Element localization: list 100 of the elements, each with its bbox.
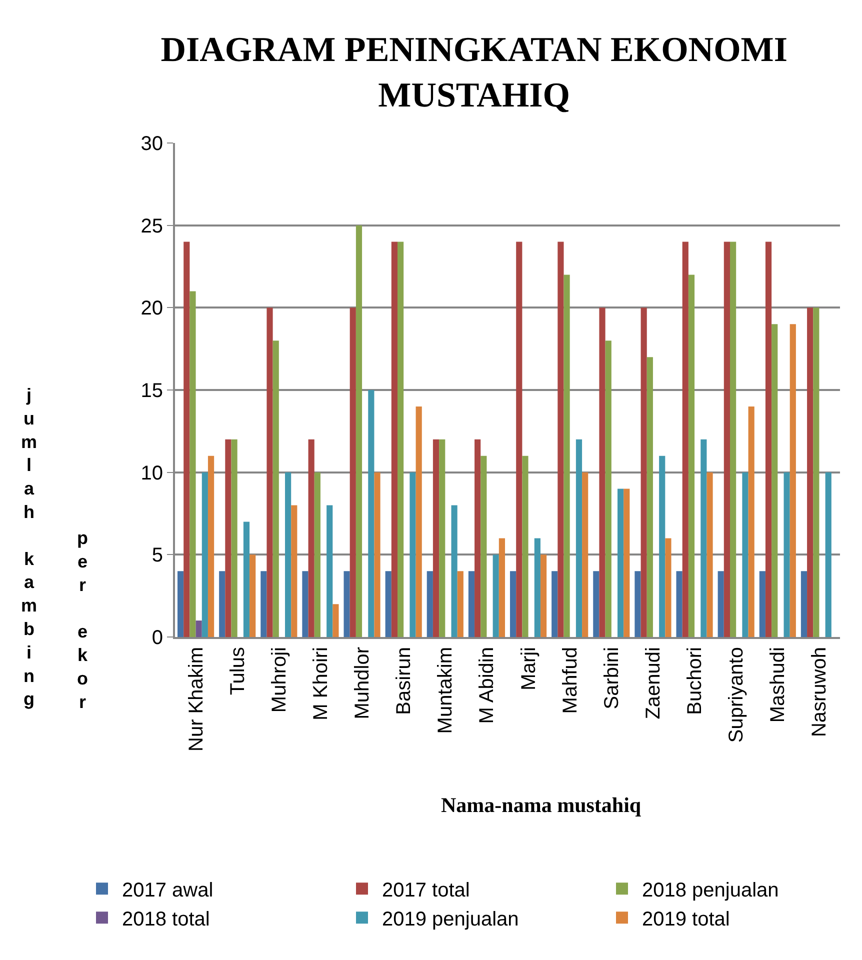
text: per ekor <box>77 528 88 712</box>
bar <box>534 538 540 637</box>
legend-label: 2018 penjualan <box>642 879 779 902</box>
bar <box>558 242 564 637</box>
bar <box>190 291 196 637</box>
bar <box>665 538 672 637</box>
bar <box>659 456 666 637</box>
bar <box>759 571 766 637</box>
bar <box>260 571 267 637</box>
bar <box>516 242 522 637</box>
bar <box>724 242 730 637</box>
x-tick-label: Supriyanto <box>726 647 748 743</box>
y-tick-label: 15 <box>140 380 163 402</box>
bar <box>618 488 624 637</box>
bar <box>243 522 250 637</box>
bar <box>416 406 422 637</box>
x-tick-label: Buchori <box>684 647 706 715</box>
bar <box>564 274 570 637</box>
bar <box>432 439 440 637</box>
legend-label: 2018 total <box>122 908 210 930</box>
bar <box>231 439 238 637</box>
bar <box>540 554 547 637</box>
bar <box>398 242 404 637</box>
bar <box>208 456 214 637</box>
bar <box>308 439 314 637</box>
bar <box>646 357 653 637</box>
bar <box>730 242 736 637</box>
y-tick-label: 30 <box>140 133 163 155</box>
bar <box>718 571 724 637</box>
bar <box>326 505 333 637</box>
bar <box>634 571 641 637</box>
bar <box>748 406 754 637</box>
bar <box>219 571 226 637</box>
legend-label: 2019 total <box>642 908 730 930</box>
bar <box>522 456 528 637</box>
bar <box>344 571 350 637</box>
bar <box>807 308 814 637</box>
bar <box>706 472 713 637</box>
bar <box>688 274 695 637</box>
bar <box>385 571 392 637</box>
x-tick-label: Muhroji <box>268 647 290 713</box>
bar <box>765 242 772 637</box>
bar <box>332 604 339 637</box>
bar <box>184 242 190 637</box>
bar <box>825 472 832 637</box>
bar <box>457 571 464 637</box>
bar <box>742 472 748 637</box>
bar <box>605 340 612 637</box>
bar <box>426 571 433 637</box>
bar <box>285 472 292 637</box>
bar <box>800 571 808 637</box>
y-tick-label: 25 <box>140 215 163 238</box>
bar <box>250 554 256 637</box>
bar <box>356 225 362 637</box>
bar <box>813 308 820 637</box>
legend-label: 2017 awal <box>122 879 214 902</box>
bar <box>624 488 630 637</box>
bar <box>599 308 606 637</box>
x-tick-label: M Khoiri <box>310 647 332 720</box>
x-tick-label: Mashudi <box>767 647 790 723</box>
bar <box>510 571 516 637</box>
bar <box>576 439 582 637</box>
bar <box>492 554 499 637</box>
y-tick-label: 5 <box>152 544 163 567</box>
bar <box>302 571 308 637</box>
bar <box>498 538 506 637</box>
legend-label: 2019 penjualan <box>382 908 519 930</box>
bar <box>552 571 558 637</box>
bar <box>374 472 380 637</box>
bar <box>772 324 778 637</box>
bar <box>350 308 356 637</box>
x-axis-title: Nama-nama mustahiq <box>441 793 642 817</box>
bar <box>391 242 398 637</box>
bar <box>582 472 588 637</box>
x-tick-label: Muhdlor <box>352 646 374 720</box>
x-tick-label: Nasruwoh <box>808 647 831 738</box>
x-tick-label: Sarbini <box>600 647 623 710</box>
x-tick-label: Basirun <box>393 647 416 715</box>
x-tick-label: Zaenudi <box>642 647 664 720</box>
bar <box>640 308 647 637</box>
chart-title: DIAGRAM PENINGKATAN EKONOMI MUSTAHIQ <box>160 30 788 115</box>
text: jumlah kambing <box>21 385 38 710</box>
y-tick-label: 0 <box>152 627 163 649</box>
bar <box>682 242 688 637</box>
y-tick-label: 20 <box>140 298 163 320</box>
bar <box>480 456 487 637</box>
bar <box>225 439 232 637</box>
bar <box>410 472 416 637</box>
bar <box>468 571 475 637</box>
y-tick-label: 10 <box>140 462 163 484</box>
bar <box>439 439 446 637</box>
x-tick-label: Tulus <box>226 647 249 696</box>
legend-label: 2017 total <box>382 879 470 902</box>
x-tick-label: Muntakim <box>434 647 457 734</box>
bar <box>272 340 279 637</box>
x-tick-label: Nur Khakim <box>185 647 208 752</box>
bar <box>368 390 374 637</box>
bar <box>291 505 298 637</box>
bar <box>676 571 682 637</box>
bar <box>700 439 707 637</box>
